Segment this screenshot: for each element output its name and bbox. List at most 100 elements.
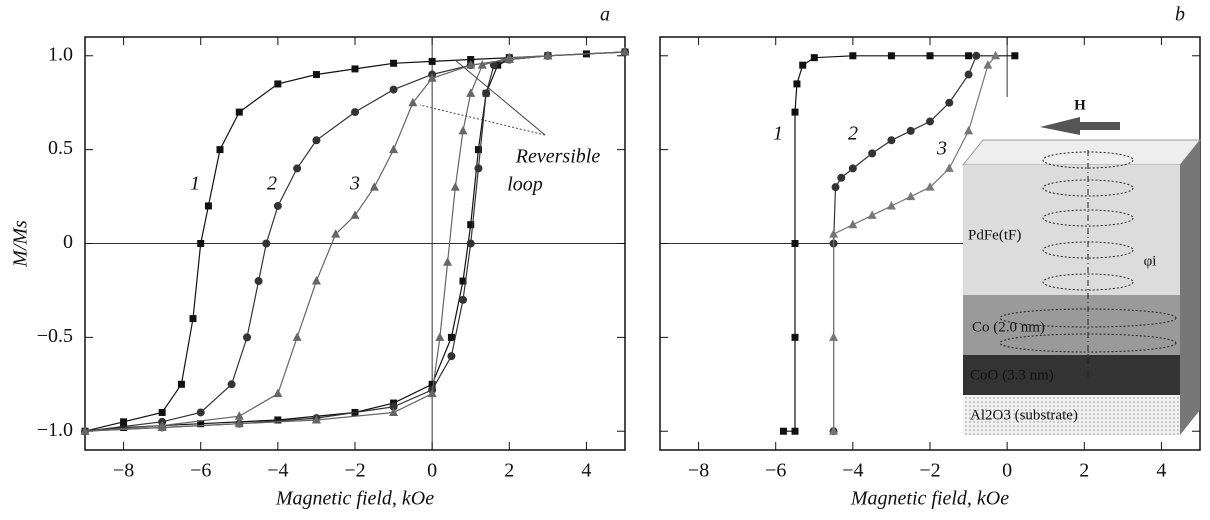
marker (459, 295, 467, 304)
marker (829, 229, 839, 238)
marker (351, 108, 359, 117)
marker (274, 80, 282, 88)
x-tick-label: 4 (581, 460, 591, 482)
panel-label: a (600, 4, 610, 26)
marker (944, 163, 954, 172)
marker (389, 407, 399, 416)
marker (477, 60, 487, 69)
layer-label: CoO (3.3 nm) (970, 367, 1054, 383)
marker (427, 73, 437, 82)
marker (158, 408, 166, 416)
y-tick-label: 0 (63, 231, 73, 253)
marker (543, 50, 553, 60)
marker (925, 182, 935, 191)
curve-label: 2 (267, 173, 277, 195)
layer-stack: Hφi PdFe(tF) Co (2.0 nm) CoO (3.3 nm) Al2O3 … (961, 97, 1202, 435)
marker (887, 52, 895, 60)
curve-label: 3 (936, 138, 947, 160)
marker (351, 65, 359, 73)
marker (467, 56, 475, 64)
marker (926, 117, 934, 126)
marker (408, 97, 418, 107)
curve-label: 1 (190, 173, 200, 195)
marker (466, 88, 476, 97)
marker (886, 200, 896, 210)
marker (504, 52, 514, 62)
marker (273, 201, 282, 210)
marker (80, 426, 90, 435)
curve (84, 51, 626, 432)
x-axis-label: Magnetic field, kOe (850, 488, 1009, 510)
marker (273, 388, 283, 398)
angle-label: φi (1144, 253, 1157, 269)
layer-label: Al2O3 (substrate) (970, 407, 1078, 423)
x-tick-label: −4 (267, 460, 288, 482)
pointer (454, 59, 546, 136)
marker (837, 173, 846, 182)
marker (848, 164, 857, 173)
marker (389, 85, 398, 94)
layer-label: Co (2.0 nm) (972, 319, 1045, 335)
marker (243, 333, 251, 342)
marker (120, 418, 128, 426)
x-tick-label: −8 (688, 460, 709, 482)
marker (227, 380, 236, 389)
marker (234, 418, 244, 428)
marker (428, 380, 436, 388)
marker (467, 221, 475, 229)
marker (906, 191, 916, 201)
marker (389, 402, 398, 411)
marker (120, 423, 128, 431)
marker (450, 182, 460, 191)
marker (887, 136, 896, 145)
marker (972, 51, 981, 60)
curve-label: 2 (848, 123, 858, 145)
y-tick-label: −1.0 (37, 419, 73, 441)
curve-label: 1 (773, 123, 783, 145)
x-tick-label: −2 (919, 460, 940, 482)
marker (466, 60, 476, 69)
x-tick-label: −6 (190, 460, 211, 482)
y-tick-label: −0.5 (37, 325, 73, 347)
marker (620, 47, 630, 56)
marker (447, 333, 455, 341)
marker (799, 61, 807, 69)
panel-label: b (1175, 4, 1185, 26)
marker (369, 182, 379, 191)
marker (791, 427, 799, 435)
marker (331, 229, 341, 238)
x-tick-label: −4 (842, 460, 863, 482)
marker (197, 240, 205, 247)
marker (447, 352, 456, 361)
marker (428, 57, 436, 65)
marker (235, 108, 243, 116)
annotation: Reversible (515, 146, 601, 168)
marker (311, 414, 321, 424)
x-tick-label: −6 (765, 460, 786, 482)
marker (459, 277, 467, 285)
marker (427, 388, 437, 398)
marker (965, 52, 973, 60)
marker (849, 52, 857, 60)
marker (926, 52, 934, 60)
x-tick-label: 0 (1002, 460, 1012, 482)
marker (350, 210, 360, 219)
x-axis-label: Magnetic field, kOe (275, 488, 434, 510)
annotation: loop (507, 174, 543, 196)
y-tick-label: 0.5 (48, 137, 73, 159)
marker (829, 426, 839, 435)
field-label: H (1074, 97, 1086, 113)
x-tick-label: −2 (344, 460, 365, 482)
marker (964, 125, 974, 135)
marker (983, 60, 993, 69)
x-tick-label: 0 (427, 460, 437, 482)
marker (482, 89, 491, 98)
marker (791, 240, 799, 247)
y-tick-label: 1.0 (48, 43, 73, 65)
pointer (419, 104, 546, 136)
marker (177, 380, 185, 388)
marker (292, 332, 302, 341)
marker (779, 427, 787, 435)
marker (964, 70, 973, 79)
